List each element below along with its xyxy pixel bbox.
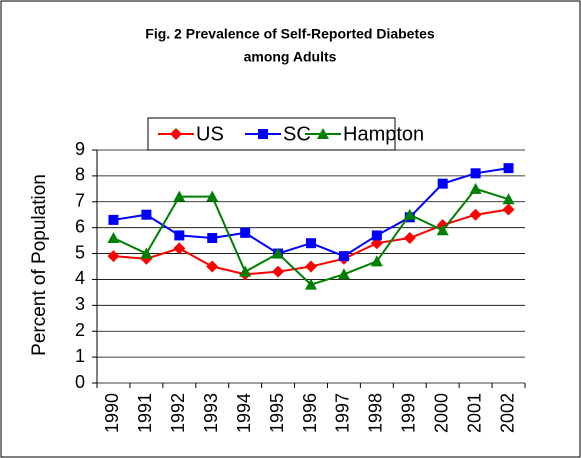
marker bbox=[258, 129, 268, 139]
y-tick-label: 1 bbox=[75, 346, 85, 366]
y-tick-label: 9 bbox=[75, 139, 85, 159]
y-axis-label: Percent of Population bbox=[29, 174, 50, 356]
x-tick-label: 1999 bbox=[399, 393, 419, 433]
marker bbox=[240, 227, 251, 238]
marker bbox=[174, 230, 185, 241]
marker bbox=[305, 278, 317, 290]
y-tick-label: 4 bbox=[75, 268, 85, 288]
marker bbox=[305, 260, 317, 273]
y-tick-label: 7 bbox=[75, 191, 85, 211]
marker bbox=[503, 163, 514, 174]
x-tick-label: 1992 bbox=[168, 393, 188, 433]
marker bbox=[206, 190, 219, 202]
marker bbox=[107, 232, 120, 244]
marker bbox=[371, 230, 382, 241]
marker bbox=[403, 208, 416, 220]
marker bbox=[239, 265, 252, 277]
marker bbox=[436, 224, 449, 236]
y-tick-label: 0 bbox=[75, 372, 85, 392]
x-tick-label: 1998 bbox=[366, 393, 386, 433]
marker bbox=[206, 260, 219, 273]
x-tick-label: 1993 bbox=[201, 393, 221, 433]
marker bbox=[140, 247, 153, 259]
marker bbox=[207, 233, 218, 244]
marker bbox=[469, 182, 482, 194]
x-tick-label: 1991 bbox=[135, 393, 155, 433]
marker bbox=[173, 242, 186, 255]
marker bbox=[469, 208, 482, 221]
x-tick-label: 1994 bbox=[234, 393, 254, 433]
legend-label: US bbox=[196, 123, 224, 145]
x-tick-label: 2001 bbox=[464, 393, 484, 433]
x-tick-label: 1996 bbox=[300, 393, 320, 433]
y-tick-label: 5 bbox=[75, 242, 85, 262]
marker bbox=[338, 251, 349, 262]
x-tick-label: 1995 bbox=[267, 393, 287, 433]
marker bbox=[173, 190, 186, 202]
marker bbox=[170, 128, 182, 140]
marker bbox=[272, 247, 285, 259]
marker bbox=[337, 268, 350, 280]
marker bbox=[502, 193, 515, 205]
legend-label: SC bbox=[283, 123, 311, 145]
chart-title: among Adults bbox=[244, 49, 337, 65]
marker bbox=[370, 255, 383, 267]
marker bbox=[306, 238, 316, 249]
x-tick-label: 2002 bbox=[497, 393, 517, 433]
marker bbox=[141, 209, 152, 220]
marker bbox=[108, 214, 119, 225]
x-tick-label: 1990 bbox=[102, 393, 122, 433]
marker bbox=[437, 178, 448, 189]
legend-label: Hampton bbox=[343, 123, 424, 145]
marker bbox=[470, 168, 481, 179]
y-tick-label: 8 bbox=[75, 165, 85, 185]
marker bbox=[502, 203, 515, 216]
marker bbox=[272, 265, 285, 278]
chart-title: Fig. 2 Prevalence of Self-Reported Diabe… bbox=[145, 26, 435, 42]
y-tick-label: 3 bbox=[75, 294, 85, 314]
y-tick-label: 2 bbox=[75, 320, 85, 340]
y-tick-label: 6 bbox=[75, 216, 85, 236]
x-tick-label: 2000 bbox=[431, 393, 451, 433]
marker bbox=[403, 232, 416, 245]
x-tick-label: 1997 bbox=[333, 393, 353, 433]
marker bbox=[317, 128, 329, 139]
marker bbox=[107, 250, 120, 263]
